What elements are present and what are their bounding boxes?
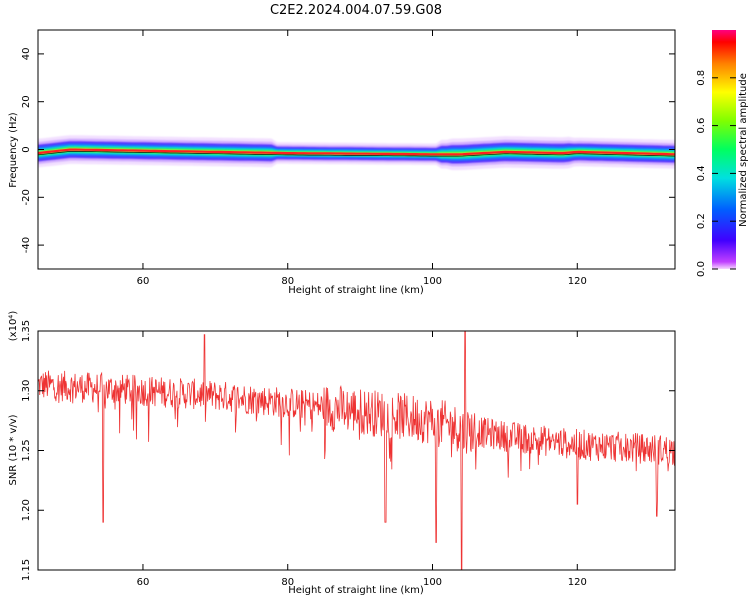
snr-background bbox=[38, 331, 675, 570]
colorbar-tick-label: 0.0 bbox=[696, 261, 707, 277]
colorbar-ticks: 0.0 0.2 0.4 0.6 0.8 bbox=[696, 70, 736, 277]
spectrogram-x-axis-label: Height of straight line (km) bbox=[288, 285, 424, 296]
colorbar-tick-label: 0.2 bbox=[696, 213, 707, 229]
spectrogram-y-axis-label: Frequency (Hz) bbox=[8, 112, 19, 188]
spectrogram-ridge-peak bbox=[38, 148, 675, 156]
colorbar: 0.0 0.2 0.4 0.6 0.8 Normalized spectral ampl… bbox=[696, 30, 749, 277]
snr-y-ticks: 1.35 1.30 1.25 1.20 1.15 bbox=[21, 320, 675, 581]
colorbar-tick-label: 0.8 bbox=[696, 70, 707, 86]
snr-y-tick-label: 1.30 bbox=[21, 380, 32, 402]
snr-y-tick-label: 1.15 bbox=[21, 559, 32, 581]
snr-x-tick-label: 60 bbox=[137, 577, 150, 588]
snr-panel: 60 80 100 120 1.35 1.30 1.25 1.20 1.15 Height o… bbox=[8, 311, 676, 596]
snr-x-tick-label: 120 bbox=[568, 577, 587, 588]
spectrogram-x-tick-label: 60 bbox=[137, 276, 150, 287]
snr-y-multiplier: (x10⁴) bbox=[8, 311, 19, 342]
snr-x-tick-label: 100 bbox=[423, 577, 442, 588]
colorbar-tick-label: 0.6 bbox=[696, 118, 707, 134]
spectrogram-x-ticks: 60 80 100 120 bbox=[137, 30, 587, 287]
colorbar-gradient bbox=[712, 30, 736, 269]
spectrogram-x-tick-label: 120 bbox=[568, 276, 587, 287]
figure-title: C2E2.2024.004.07.59.G08 bbox=[270, 3, 442, 18]
spectrogram-panel: 60 80 100 120 40 20 0 -20 -40 Height of straigh… bbox=[8, 29, 676, 296]
snr-y-tick-label: 1.25 bbox=[21, 439, 32, 461]
colorbar-label: Normalized spectral amplitude bbox=[738, 73, 749, 227]
snr-y-axis-label: SNR (10 * v/v) bbox=[8, 414, 19, 485]
spectrogram-x-tick-label: 80 bbox=[281, 276, 294, 287]
colorbar-tick-label: 0.4 bbox=[696, 165, 707, 181]
spectrogram-ridge bbox=[38, 135, 675, 171]
spectrogram-y-tick-label: 40 bbox=[21, 48, 32, 61]
spectrogram-y-tick-label: -20 bbox=[21, 189, 32, 205]
spectrogram-y-tick-label: -40 bbox=[21, 237, 32, 253]
snr-y-tick-label: 1.20 bbox=[21, 499, 32, 521]
spectrogram-y-ticks: 40 20 0 -20 -40 bbox=[21, 48, 675, 253]
spectrogram-y-tick-label: 0 bbox=[21, 146, 32, 152]
spectrogram-x-tick-label: 100 bbox=[423, 276, 442, 287]
spectrogram-ridge-edge bbox=[38, 151, 675, 157]
spectrogram-ridge-layer bbox=[38, 146, 675, 158]
snr-x-tick-label: 80 bbox=[281, 577, 294, 588]
snr-x-ticks: 60 80 100 120 bbox=[137, 331, 587, 588]
snr-series-line bbox=[38, 331, 675, 570]
spectrogram-y-tick-label: 20 bbox=[21, 95, 32, 108]
snr-x-axis-label: Height of straight line (km) bbox=[288, 585, 424, 596]
snr-y-tick-label: 1.35 bbox=[21, 320, 32, 342]
